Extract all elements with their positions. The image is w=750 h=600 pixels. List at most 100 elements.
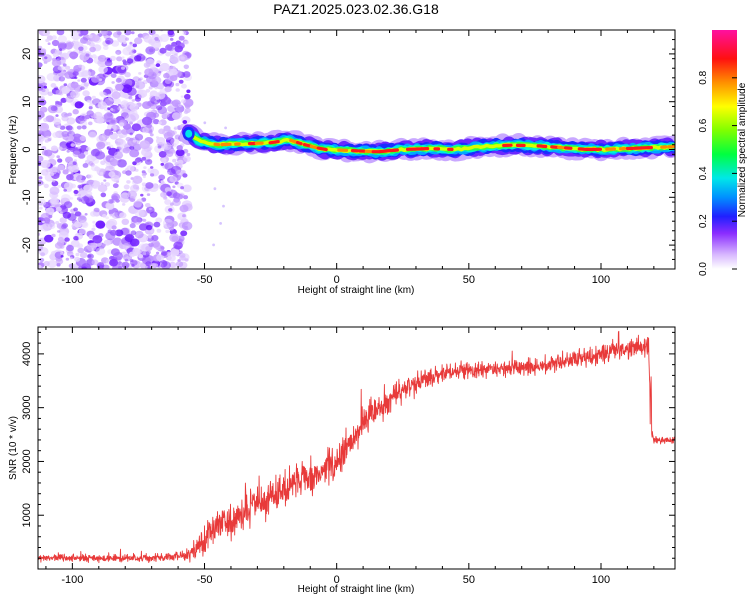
noise-speckle (167, 30, 174, 36)
noise-speckle (60, 97, 67, 103)
noise-speckle (122, 243, 130, 250)
noise-speckle (59, 217, 67, 224)
noise-speckle (43, 260, 50, 267)
noise-speckle (77, 193, 81, 197)
noise-speckle (109, 132, 118, 140)
noise-speckle (80, 37, 89, 44)
noise-speckle (182, 31, 187, 35)
noise-speckle (94, 211, 100, 217)
noise-speckle (75, 252, 80, 257)
snr-y-label: SNR (10 * v/v) (8, 416, 19, 480)
noise-speckle (78, 46, 84, 51)
x-tick-label: -100 (61, 574, 83, 586)
noise-speckle (57, 184, 62, 188)
noise-speckle (156, 228, 162, 233)
noise-speckle (162, 112, 170, 118)
noise-speckle (121, 218, 130, 225)
noise-speckle (161, 142, 172, 151)
noise-speckle (57, 125, 61, 129)
noise-speckle (95, 220, 106, 229)
noise-speckle (166, 171, 170, 175)
noise-speckle (125, 114, 136, 123)
noise-speckle (57, 65, 64, 71)
noise-speckle (177, 159, 184, 165)
noise-speckle (69, 51, 79, 59)
noise-speckle (132, 139, 137, 143)
noise-speckle (65, 65, 71, 70)
noise-speckle (134, 209, 145, 218)
noise-speckle (155, 217, 163, 224)
noise-speckle (63, 182, 74, 191)
noise-speckle (117, 34, 128, 44)
noise-speckle (143, 62, 151, 68)
noise-speckle (66, 149, 70, 153)
noise-speckle (70, 143, 76, 147)
noise-speckle (123, 184, 130, 190)
noise-speckle (40, 252, 46, 257)
snr-x-label: Height of straight line (km) (298, 584, 415, 595)
noise-speckle (88, 106, 93, 110)
noise-speckle (52, 52, 60, 58)
noise-speckle (178, 79, 184, 84)
noise-speckle (158, 151, 167, 158)
noise-speckle (67, 41, 74, 48)
noise-speckle (173, 127, 177, 130)
noise-speckle (149, 63, 156, 69)
noise-speckle (164, 162, 174, 171)
y-tick-label: 20 (21, 48, 33, 60)
y-tick-label: 1000 (21, 503, 33, 527)
noise-speckle (44, 149, 53, 157)
noise-speckle (107, 93, 112, 98)
noise-speckle (145, 261, 152, 267)
y-tick-label: 10 (21, 96, 33, 108)
noise-speckle (67, 166, 73, 170)
noise-speckle (43, 85, 47, 89)
noise-speckle (51, 35, 57, 40)
noise-speckle (58, 76, 66, 82)
noise-speckle (119, 212, 127, 219)
colorbar-label: Normalized spectral amplitude (737, 82, 748, 217)
noise-speckle (156, 137, 166, 145)
noise-speckle (174, 134, 181, 140)
noise-speckle (43, 117, 49, 122)
noise-speckle (96, 117, 105, 124)
noise-speckle (178, 35, 185, 41)
noise-speckle (145, 224, 153, 231)
noise-speckle (160, 180, 165, 184)
noise-speckle (155, 63, 161, 68)
noise-speckle (146, 193, 151, 197)
noise-speckle (164, 199, 172, 205)
noise-speckle (186, 89, 191, 94)
noise-speckle (77, 71, 85, 78)
noise-speckle (97, 101, 108, 110)
noise-speckle (148, 242, 154, 247)
noise-speckle (52, 179, 56, 183)
noise-speckle (156, 254, 165, 262)
noise-speckle (183, 64, 189, 70)
noise-speckle (115, 77, 122, 83)
noise-speckle (68, 135, 75, 141)
y-tick-label: -20 (21, 237, 33, 253)
noise-speckle (131, 123, 141, 132)
x-tick-label: -50 (197, 274, 213, 286)
noise-speckle (107, 107, 111, 111)
noise-speckle (99, 172, 104, 175)
noise-speckle (156, 251, 160, 255)
noise-speckle (181, 83, 187, 89)
noise-speckle (180, 99, 186, 104)
noise-speckle (63, 83, 68, 87)
noise-speckle (83, 151, 89, 155)
ridge-onset (185, 129, 193, 138)
noise-speckle (172, 158, 177, 163)
noise-speckle (76, 174, 86, 183)
noise-speckle (43, 82, 47, 87)
noise-speckle (145, 203, 151, 208)
noise-speckle (167, 219, 171, 223)
noise-speckle (91, 259, 99, 266)
noise-speckle (213, 187, 217, 191)
noise-speckle (57, 41, 67, 50)
noise-speckle (41, 161, 48, 168)
noise-speckle (115, 83, 124, 91)
noise-speckle (65, 257, 70, 261)
noise-speckle (80, 86, 85, 90)
